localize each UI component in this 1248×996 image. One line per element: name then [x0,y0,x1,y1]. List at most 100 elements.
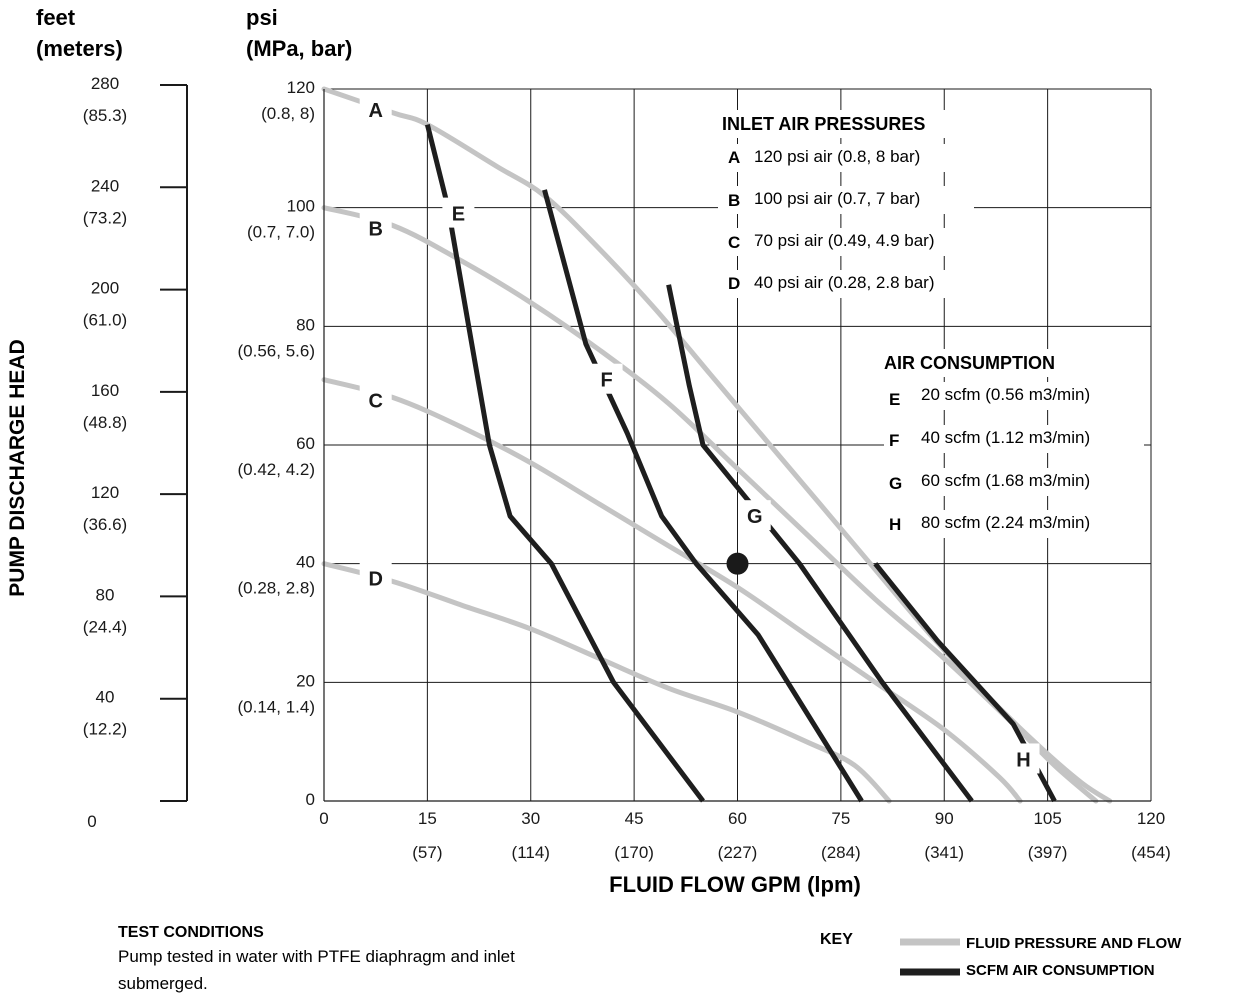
legend-row-background [718,228,986,256]
psi-tick-sublabel: (0.42, 4.2) [238,460,316,479]
feet-tick-label: 240 [91,176,119,195]
curve-label-b: B [368,218,382,240]
psi-tick-label: 20 [296,671,315,690]
curve-label-background [359,212,392,243]
y-axis-title: PUMP DISCHARGE HEAD [6,339,29,596]
legend-pressures-label-d: 40 psi air (0.28, 2.8 bar) [754,273,934,292]
key-air-label: SCFM AIR CONSUMPTION [966,962,1155,979]
feet-axis-header: feet (meters) [36,5,123,61]
curve-label-background [738,500,771,531]
x-tick-sublabel: (284) [821,843,861,862]
legend-air-label-e: 20 scfm (0.56 m3/min) [921,385,1090,404]
x-tick-label: 105 [1033,809,1061,828]
legend-row-background [716,110,978,138]
psi-tick-sublabel: (0.28, 2.8) [238,579,316,598]
psi-tick-label: 60 [296,434,315,453]
x-tick-label: 120 [1137,809,1165,828]
curve-label-background [359,93,392,124]
x-tick-sublabel: (114) [512,843,550,862]
legend-row-background [878,349,1096,377]
legend-row-background [884,468,1144,496]
x-tick-sublabel: (57) [412,843,442,862]
feet-tick-sublabel: (85.3) [83,106,127,125]
legend-air-title: AIR CONSUMPTION [884,353,1055,373]
test-conditions-line2: submerged. [118,974,208,993]
feet-tick-label: 0 [87,812,96,831]
axes: 0 15 (57) 30 (114) 45 (170) 60 (227) 75 (284) 90 (34… [83,74,1171,862]
feet-tick-sublabel: (12.2) [83,720,127,739]
x-axis-title: FLUID FLOW GPM (lpm) [609,872,861,897]
psi-tick-sublabel: (0.8, 8) [261,104,315,123]
x-tick-sublabel: (227) [718,843,758,862]
air-curve-f [542,189,864,803]
curve-label-d: D [368,569,382,591]
legend-backgrounds [716,110,1144,538]
legend-row-background [718,144,968,172]
legend-pressures-label-a: 120 psi air (0.8, 8 bar) [754,147,920,166]
psi-axis-header-line2: (MPa, bar) [246,36,352,61]
feet-tick-sublabel: (36.6) [83,515,127,534]
psi-tick-label: 40 [296,553,315,572]
feet-tick-sublabel: (73.2) [83,208,127,227]
curve-label-background [442,197,475,228]
legend-pressures-key-c: C [728,233,740,252]
psi-tick-label: 0 [306,790,315,809]
test-conditions-title: TEST CONDITIONS [118,924,264,941]
legend-air-label-h: 80 scfm (2.24 m3/min) [921,513,1090,532]
psi-tick-sublabel: (0.14, 1.4) [238,697,316,716]
legend-air-consumption: AIR CONSUMPTION E 20 scfm (0.56 m3/min) … [884,353,1090,534]
key-title: KEY [820,931,853,948]
x-tick-sublabel: (454) [1131,843,1171,862]
air-consumption-curves [424,123,1057,803]
legend-row-background [718,270,990,298]
legend-pressures-key-d: D [728,274,740,293]
curve-label-background [359,384,392,415]
x-tick-label: 0 [319,809,328,828]
legend-pressures-key-b: B [728,191,740,210]
x-tick-label: 45 [625,809,644,828]
curve-label-e: E [452,204,465,226]
pressure-curve-c [321,377,1023,804]
feet-tick-label: 160 [91,381,119,400]
x-tick-label: 90 [935,809,954,828]
test-conditions-line1: Pump tested in water with PTFE diaphragm… [118,947,515,966]
psi-tick-label: 120 [287,78,315,97]
feet-tick-label: 80 [96,585,115,604]
x-tick-label: 30 [521,809,540,828]
psi-tick-label: 80 [296,315,315,334]
curve-label-background [359,562,392,593]
legend-air-label-g: 60 scfm (1.68 m3/min) [921,471,1090,490]
legend-air-key-h: H [889,515,901,534]
x-tick-label: 15 [418,809,437,828]
x-tick-label: 60 [728,809,747,828]
feet-tick-sublabel: (48.8) [83,413,127,432]
curve-label-background [590,363,623,394]
pressure-curve-d [321,561,892,804]
x-tick-sublabel: (170) [614,843,654,862]
legend-row-background [884,382,1144,410]
legend-air-label-f: 40 scfm (1.12 m3/min) [921,428,1090,447]
feet-tick-sublabel: (61.0) [83,311,127,330]
curve-label-c: C [368,391,382,413]
curve-label-f: F [600,370,612,392]
curve-labels: A B C D E F G H [359,93,1040,774]
curve-label-a: A [368,100,382,122]
psi-tick-label: 100 [287,197,315,216]
legend-pressures-key-a: A [728,148,740,167]
legend-air-key-g: G [889,474,902,493]
feet-axis-header-line2: (meters) [36,36,123,61]
test-conditions: TEST CONDITIONS Pump tested in water wit… [118,924,515,993]
feet-tick-label: 200 [91,279,119,298]
key-legend: KEY FLUID PRESSURE AND FLOW SCFM AIR CON… [820,931,1182,979]
legend-row-background [718,186,974,214]
psi-tick-sublabel: (0.7, 7.0) [247,223,315,242]
feet-axis-header-line1: feet [36,5,76,30]
feet-tick-label: 280 [91,74,119,93]
feet-tick-label: 40 [96,688,115,707]
legend-inlet-air-pressures: INLET AIR PRESSURES A 120 psi air (0.8, … [722,114,934,293]
curve-label-h: H [1016,749,1030,771]
x-tick-sublabel: (341) [924,843,964,862]
legend-air-key-e: E [889,390,900,409]
key-pressure-label: FLUID PRESSURE AND FLOW [966,935,1182,952]
